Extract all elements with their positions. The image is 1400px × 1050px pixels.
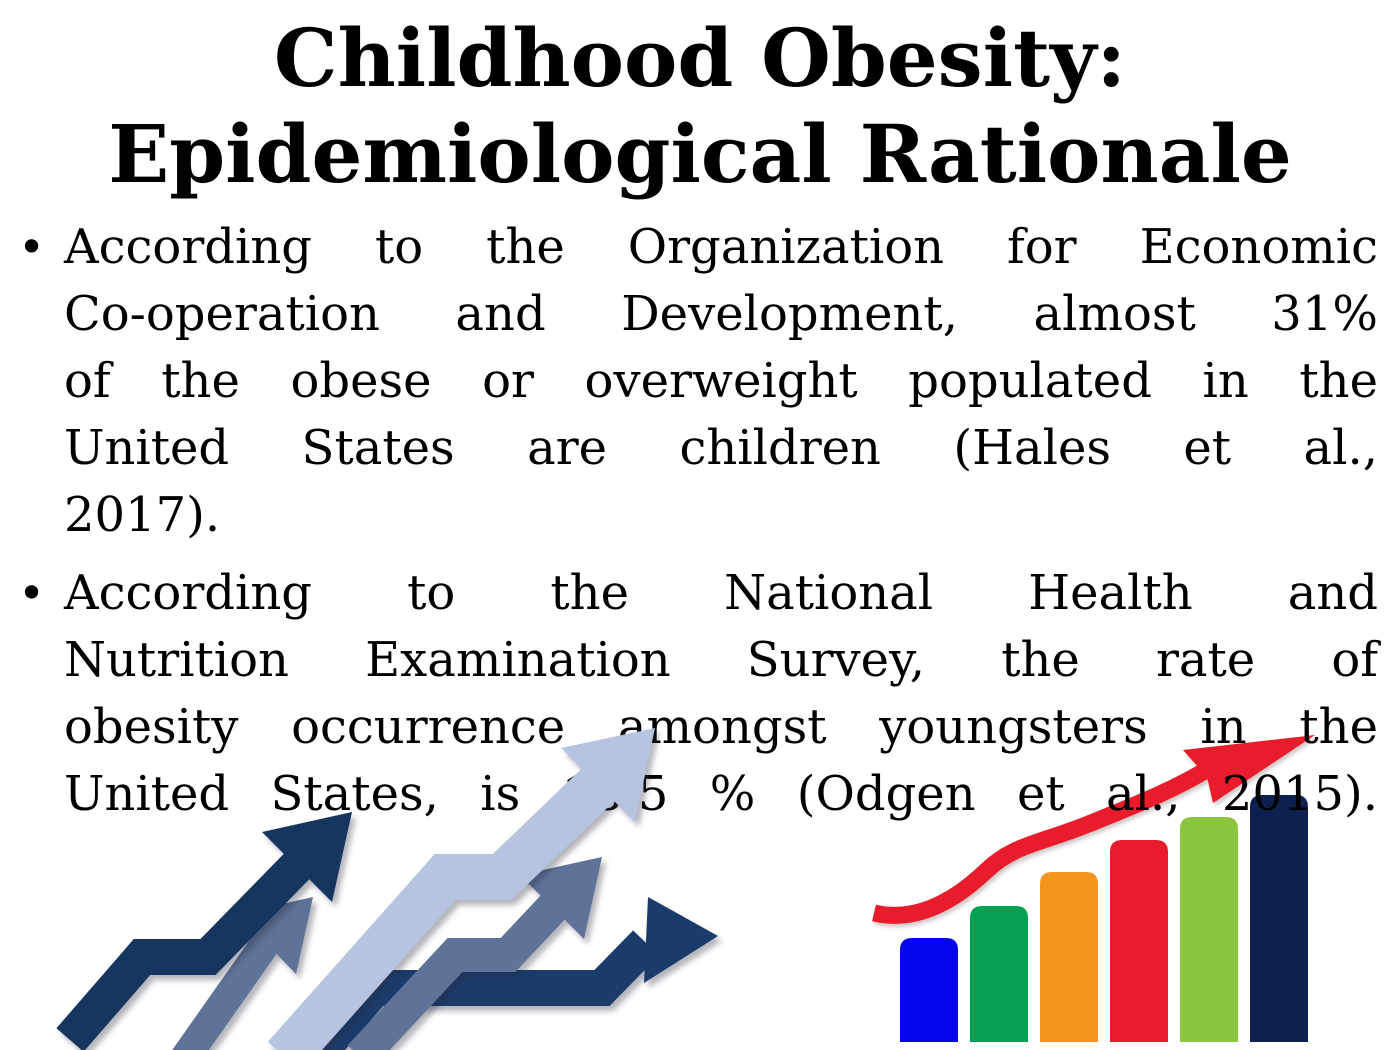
navy-diagonal-arrowhead-icon bbox=[262, 812, 352, 902]
chart-bar bbox=[900, 938, 958, 1042]
bar-chart-bars bbox=[900, 795, 1308, 1042]
title-line-1: Childhood Obesity: bbox=[273, 11, 1127, 105]
chart-bar bbox=[1110, 840, 1168, 1042]
bullet2-line-1: According to the National Health and bbox=[64, 565, 1378, 621]
bullet1-line-5: 2017). bbox=[64, 487, 221, 543]
bullet-icon: • bbox=[18, 220, 46, 274]
bullet1-line-1: According to the Organization for Econom… bbox=[64, 219, 1378, 275]
slide-body: • According to the Organization for Econ… bbox=[0, 214, 1400, 839]
bullet1-line-3: of the obese or overweight populated in … bbox=[64, 353, 1378, 409]
slate-arrow-large bbox=[347, 857, 602, 1050]
slate-arrow-large-head-icon bbox=[520, 857, 602, 939]
navy-diagonal-arrow bbox=[56, 812, 352, 1050]
bullet2-line-2: Nutrition Examination Survey, the rate o… bbox=[64, 632, 1378, 688]
bullet1-line-2: Co-operation and Development, almost 31% bbox=[64, 286, 1378, 342]
chart-bar bbox=[1180, 817, 1238, 1042]
periwinkle-arrow bbox=[267, 728, 655, 1050]
navy-right-arrowhead-icon bbox=[644, 897, 718, 983]
bullet1-line-4: United States are children (Hales et al.… bbox=[64, 420, 1378, 476]
trend-arrow bbox=[872, 735, 1315, 924]
chart-bar bbox=[970, 906, 1028, 1042]
bullet-paragraph-1: • According to the Organization for Econ… bbox=[0, 214, 1400, 549]
slate-arrow-small-shaft bbox=[172, 928, 283, 1050]
title-line-2: Epidemiological Rationale bbox=[108, 107, 1292, 201]
rising-arrows-graphic bbox=[56, 728, 718, 1050]
periwinkle-arrow-shaft bbox=[267, 764, 618, 1050]
navy-diagonal-arrow-shaft bbox=[56, 850, 313, 1050]
bullet-icon: • bbox=[18, 566, 46, 620]
growth-bar-chart-graphic bbox=[872, 735, 1315, 1042]
bullet2-line-4: United States, is 18.5 % (Odgen et al., … bbox=[64, 766, 1378, 822]
periwinkle-arrowhead-icon bbox=[561, 728, 655, 822]
chart-bar bbox=[1250, 795, 1308, 1042]
trend-arrowhead-icon bbox=[1183, 735, 1315, 803]
trend-arrow-shaft bbox=[872, 761, 1213, 924]
slate-arrow-large-shaft bbox=[347, 893, 568, 1050]
slide-title: Childhood Obesity: Epidemiological Ratio… bbox=[0, 10, 1400, 202]
bullet-paragraph-2: • According to the National Health and N… bbox=[0, 560, 1400, 828]
chart-bar bbox=[1040, 872, 1098, 1042]
bullet2-line-3: obesity occurrence amongst youngsters in… bbox=[64, 699, 1378, 755]
